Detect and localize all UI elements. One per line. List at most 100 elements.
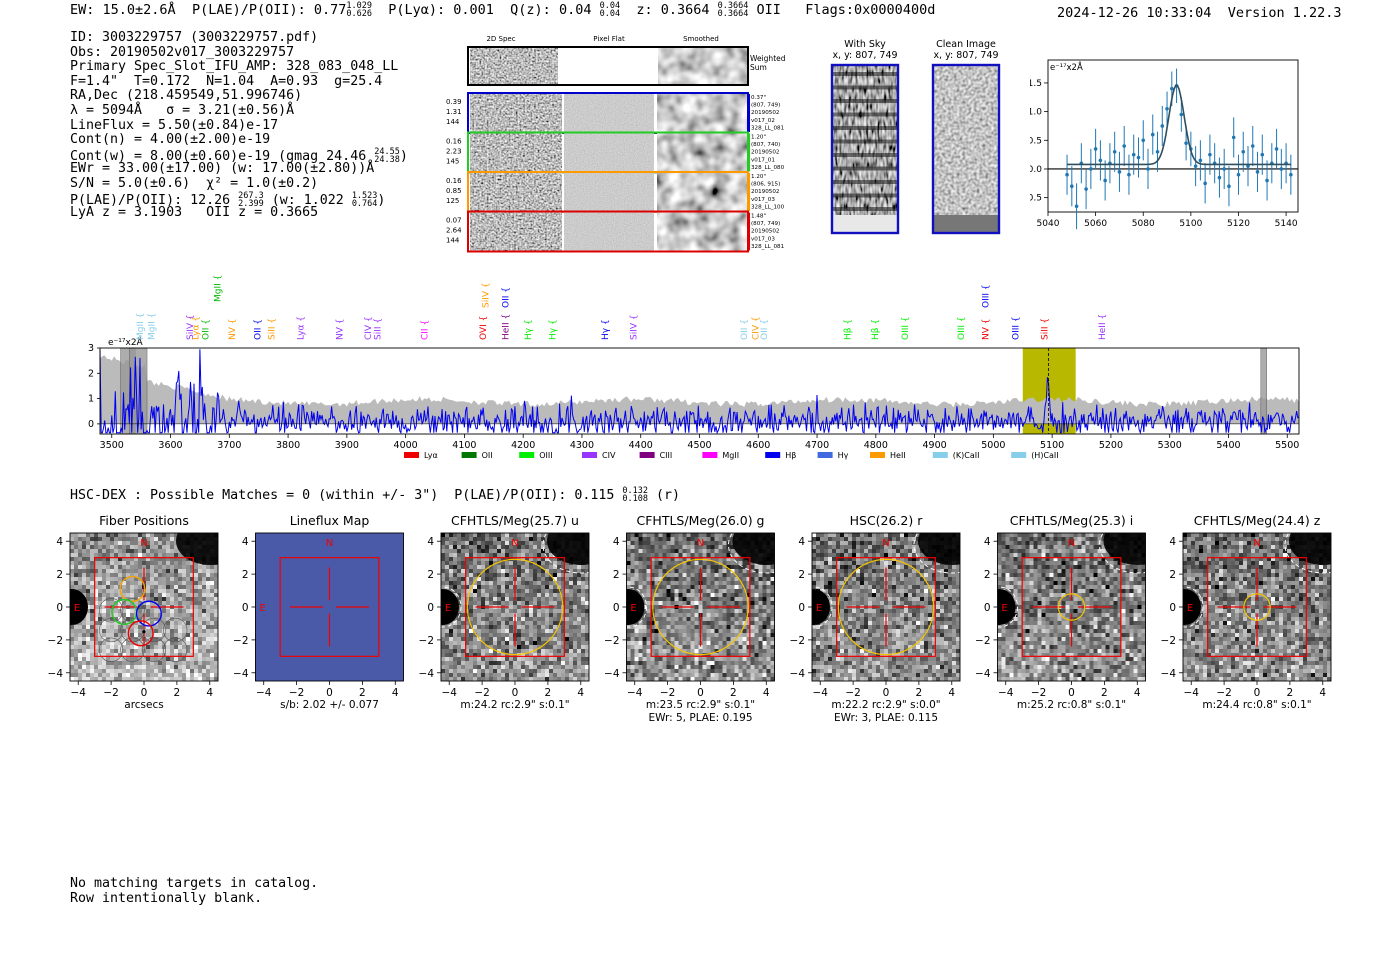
pixel [461,577,466,582]
pixel [746,589,751,594]
pixel [658,589,663,594]
pixel [730,545,735,550]
pixel [730,625,735,630]
fiber-circle-highlight [135,600,162,627]
lineflux-map-bg [255,533,404,681]
pixel [537,573,542,578]
pixel [726,617,731,622]
pixel [533,677,538,681]
pixel [541,553,546,558]
pixel [565,621,570,626]
pixel [521,569,526,574]
pixel [658,653,663,658]
pixel [174,661,179,666]
pixel [194,665,199,670]
pixel [686,641,691,646]
pixel [770,621,775,626]
pixel [682,677,687,681]
pixel [872,557,877,562]
pixel [90,541,95,546]
pixel [477,601,482,606]
pixel [828,569,833,574]
pixel [706,573,711,578]
pixel [577,657,582,662]
pixel [513,545,518,550]
pixel [106,633,111,638]
pixel [864,533,869,538]
pixel [541,609,546,614]
zoom-data-point [1112,149,1117,154]
pixel [900,557,905,562]
pixel [750,609,755,614]
pixel [98,565,103,570]
pixel [178,565,183,570]
pixel [658,549,663,554]
pixel [738,645,743,650]
pixel [710,621,715,626]
pixel [690,597,695,602]
pixel [860,541,865,546]
pixel [114,625,119,630]
pixel [158,553,163,558]
pixel [166,561,171,566]
pixel [481,653,486,658]
pixel [122,545,127,550]
pixel [541,653,546,658]
pixel [473,673,478,678]
pixel [138,573,143,578]
pixel [481,549,486,554]
pixel [521,557,526,562]
pixel [94,665,99,670]
pixel [762,605,767,610]
pixel [525,545,530,550]
fiber-center-dot [142,630,146,634]
pixel [114,665,119,670]
pixel [812,557,817,562]
pixel [678,593,683,598]
pixel [497,585,502,590]
cutout-side-value: 0.39 [446,98,462,106]
pixel [545,553,550,558]
pixel [690,553,695,558]
zoom-data-point [1098,158,1103,163]
pixel [114,641,119,646]
pixel [134,569,139,574]
pixel [198,613,203,618]
pixel [868,533,873,538]
pixel [654,621,659,626]
pixel [90,597,95,602]
pixel [920,553,925,558]
pixel [557,641,562,646]
pixel [662,621,667,626]
pixel [533,637,538,642]
pixel [549,609,554,614]
pixel [662,533,667,538]
pixel [734,669,739,674]
pixel [892,533,897,538]
pixel [202,597,207,602]
pixel [670,617,675,622]
pixel [726,537,731,542]
pixel [557,569,562,574]
pixel [742,665,747,670]
pixel [646,541,651,546]
pixel [194,625,199,630]
pixel [758,597,763,602]
pixel [457,637,462,642]
pixel [473,621,478,626]
pixel [505,673,510,678]
pixel [577,569,582,574]
pixel [461,537,466,542]
pixel [706,545,711,550]
pixel [766,577,771,582]
pixel [840,565,845,570]
pixel [461,597,466,602]
pixel [78,669,83,674]
pixel [662,565,667,570]
pixel [166,649,171,654]
pixel [178,665,183,670]
pixel [130,669,135,674]
pixel [553,661,558,666]
pixel [158,625,163,630]
spectrum-ytick-label: 1 [88,394,94,405]
